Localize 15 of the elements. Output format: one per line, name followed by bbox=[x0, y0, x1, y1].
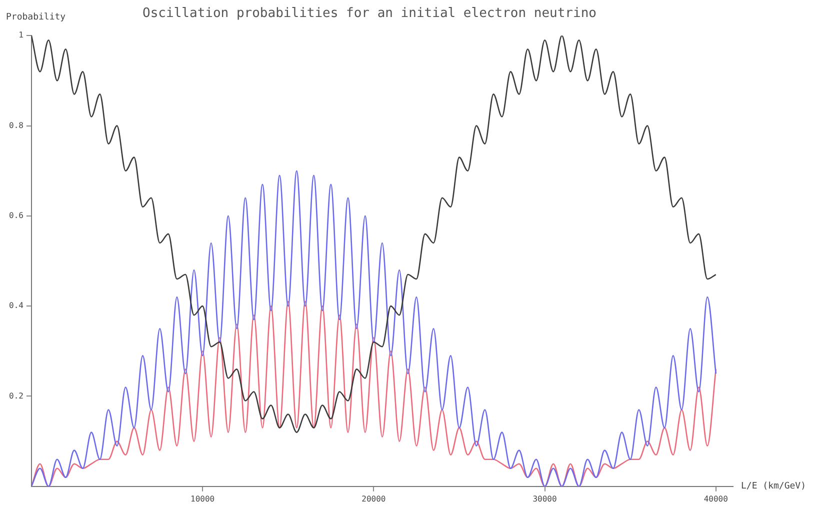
line-series bbox=[31, 300, 717, 486]
x-tick-label: 40000 bbox=[704, 494, 728, 504]
y-tick-label: 0.4 bbox=[8, 301, 24, 310]
y-tick-label: 0.2 bbox=[8, 391, 24, 400]
x-tick-label: 20000 bbox=[362, 494, 386, 504]
chart-title: Oscillation probabilities for an initial electron neutrino bbox=[142, 6, 596, 22]
line-series bbox=[31, 36, 717, 433]
y-tick-label: 0.8 bbox=[8, 120, 24, 130]
y-tick-label: 1 bbox=[18, 30, 24, 40]
x-tick-label: 10000 bbox=[190, 494, 215, 504]
x-axis-title: L/E (km/GeV) bbox=[741, 482, 806, 492]
y-tick-label: 0.6 bbox=[8, 211, 24, 220]
line-series bbox=[31, 170, 717, 486]
y-axis-title: Probability bbox=[6, 12, 66, 22]
x-tick-label: 30000 bbox=[532, 494, 557, 504]
